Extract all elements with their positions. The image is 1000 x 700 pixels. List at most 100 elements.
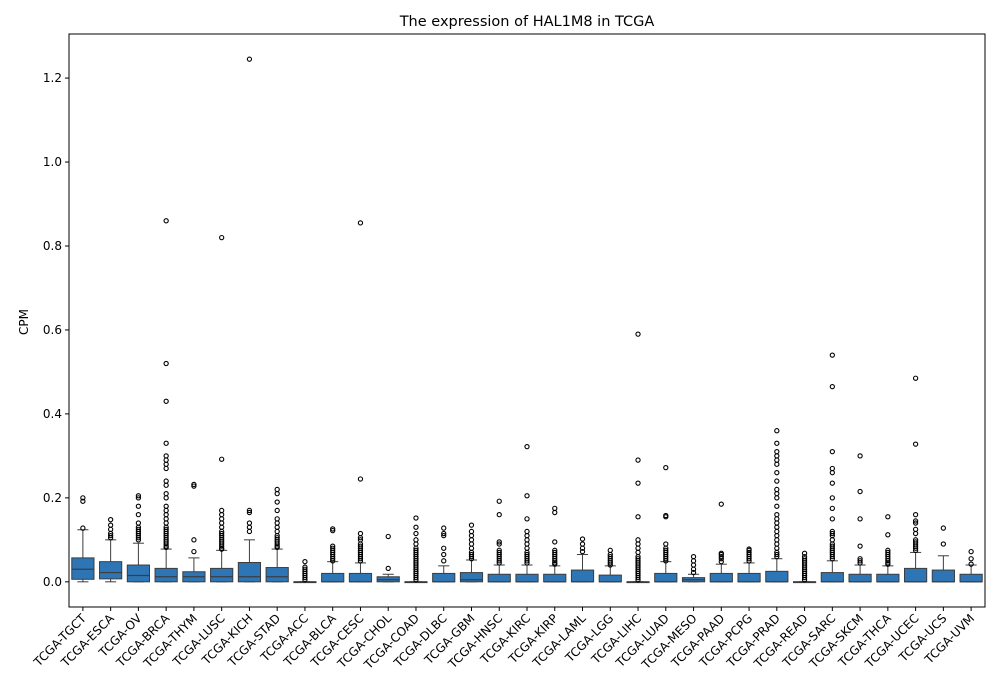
outlier-point [774, 491, 780, 497]
outlier-point [163, 516, 169, 522]
box [154, 567, 178, 583]
outlier-point [441, 530, 447, 537]
outlier-point [635, 514, 641, 520]
outlier-point [857, 556, 863, 562]
outlier-point [912, 537, 919, 543]
outlier-point [219, 234, 225, 241]
box [237, 562, 262, 583]
outlier-point [857, 558, 863, 564]
box-group-tcga-hnsc [487, 498, 511, 583]
outlier-point [163, 503, 169, 509]
box [959, 573, 983, 583]
outlier-point [219, 516, 225, 522]
outlier-point [191, 537, 197, 543]
outlier-point [496, 547, 502, 553]
outlier-point [718, 553, 724, 560]
outlier-point [441, 532, 447, 539]
outlier-point [857, 543, 863, 549]
outlier-point [219, 530, 225, 537]
box-group-tcga-kirp [543, 505, 567, 583]
outlier-point [219, 520, 225, 526]
box-group-tcga-luad [654, 464, 678, 583]
box-group-tcga-ucs [931, 525, 955, 583]
outlier-point [774, 520, 780, 526]
outlier-point [468, 522, 475, 528]
outlier-point [413, 524, 419, 530]
outlier-point [885, 514, 891, 520]
outlier-point [552, 505, 558, 512]
outlier-point [718, 550, 724, 556]
box [126, 564, 150, 583]
outlier-point [663, 547, 669, 553]
outlier-point [80, 525, 86, 531]
outlier-point [774, 470, 780, 476]
outlier-point [829, 543, 835, 549]
box-group-tcga-esca [99, 517, 123, 583]
outlier-point [163, 491, 169, 497]
outlier-point [718, 501, 724, 507]
box [515, 573, 539, 583]
outlier-point [219, 456, 225, 462]
box-group-tcga-kirc [515, 443, 539, 583]
outlier-point [107, 517, 114, 523]
box [432, 572, 456, 583]
outlier-point [635, 457, 641, 463]
outlier-point [357, 530, 364, 537]
outlier-point [219, 511, 225, 518]
outlier-point [552, 547, 558, 553]
outlier-point [857, 488, 863, 495]
outlier-point [246, 524, 253, 530]
outlier-point [441, 525, 447, 531]
outlier-point [468, 541, 475, 547]
box-group-tcga-uvm [959, 548, 983, 583]
outlier-point [774, 449, 780, 455]
outlier-point [330, 526, 336, 532]
box [265, 567, 289, 583]
outlier-point [968, 561, 974, 567]
outlier-point [912, 520, 919, 526]
y-tick-label: 0.6 [43, 323, 62, 337]
box [820, 572, 844, 583]
outlier-point [163, 507, 169, 514]
outlier-point [607, 553, 613, 560]
y-tick-label: 0.4 [43, 407, 62, 421]
outlier-point [524, 545, 530, 551]
box-group-tcga-gbm [459, 522, 484, 583]
outlier-point [135, 520, 142, 526]
outlier-point [357, 220, 364, 226]
outlier-point [829, 449, 835, 455]
outlier-point [302, 564, 308, 570]
outlier-point [302, 559, 308, 565]
box-group-tcga-coad [404, 515, 428, 584]
outlier-point [357, 537, 364, 543]
outlier-point [468, 551, 475, 558]
outlier-point [857, 453, 863, 459]
box-group-tcga-read [792, 550, 817, 584]
outlier-point [829, 537, 835, 543]
box [654, 572, 678, 583]
outlier-point [968, 548, 974, 555]
outlier-point [912, 530, 919, 537]
outlier-point [552, 539, 558, 545]
box-group-tcga-stad [265, 486, 289, 583]
outlier-point [163, 461, 169, 467]
outlier-point [496, 549, 502, 556]
outlier-point [774, 440, 780, 446]
outlier-point [107, 526, 114, 532]
outlier-point [468, 537, 475, 543]
outlier-point [385, 565, 391, 572]
box-group-tcga-ov [126, 493, 150, 583]
outlier-point [774, 537, 780, 543]
outlier-point [524, 532, 530, 539]
outlier-point [274, 499, 280, 505]
outlier-point [912, 539, 919, 545]
box-group-tcga-paad [709, 501, 733, 583]
outlier-point [524, 493, 530, 499]
box [487, 573, 511, 583]
outlier-point [829, 352, 835, 358]
outlier-point [829, 383, 835, 390]
outlier-point [135, 495, 142, 501]
outlier-point [774, 503, 780, 509]
